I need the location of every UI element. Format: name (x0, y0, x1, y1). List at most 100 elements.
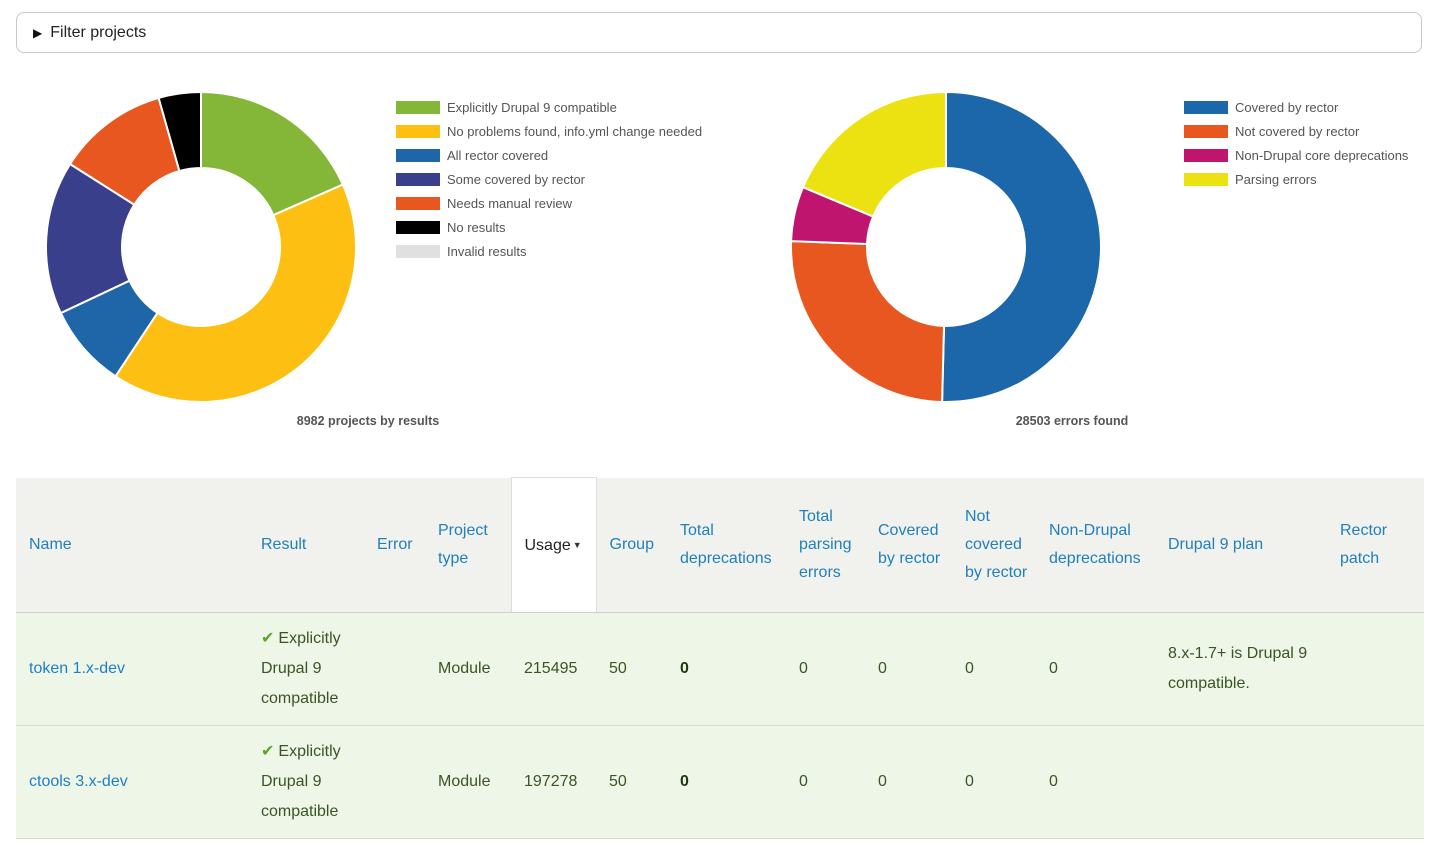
legend-label: Not covered by rector (1235, 123, 1360, 139)
slice-no-problems-found-info-yml-change-needed[interactable] (114, 183, 357, 403)
legend-label: No results (447, 219, 506, 235)
table-row: ctools 3.x-dev ✔ Explicitly Drupal 9 comp… (16, 725, 1424, 839)
legend-swatch (396, 148, 440, 162)
legend-label: No problems found, info.yml change neede… (447, 123, 703, 139)
legend-swatch (1184, 124, 1228, 138)
cell-non-drupal-deprecations: 0 (1036, 725, 1155, 839)
result-text: Explicitly Drupal 9 compatible (261, 743, 341, 820)
col-header-group[interactable]: Group (596, 477, 667, 613)
legend-item-invalid-results[interactable]: Invalid results (396, 239, 702, 263)
cell-rector-patch (1327, 612, 1424, 726)
projects-results-caption: 8982 projects by results (296, 414, 440, 428)
legend-label: Some covered by rector (447, 171, 586, 187)
table-row: token 1.x-dev ✔ Explicitly Drupal 9 compa… (16, 612, 1424, 726)
legend-swatch (396, 196, 440, 210)
cell-name: ctools 3.x-dev (16, 725, 248, 839)
legend-item-not-covered-by-rector[interactable]: Not covered by rector (1184, 119, 1408, 143)
slice-no-results[interactable] (157, 91, 202, 173)
cell-rector-patch (1327, 725, 1424, 839)
sort-desc-icon: ▼ (572, 539, 582, 550)
legend-label: All rector covered (447, 147, 549, 163)
col-header-rector-patch[interactable]: Rector patch (1327, 477, 1424, 613)
cell-group: 50 (596, 725, 667, 839)
slice-some-covered-by-rector[interactable] (45, 162, 136, 315)
cell-usage: 197278 (511, 725, 596, 839)
filter-projects-toggle[interactable]: ▶ Filter projects (16, 12, 1422, 53)
col-header-covered-by-rector[interactable]: Covered by rector (865, 477, 952, 613)
col-header-non-drupal-deprecations[interactable]: Non-Drupal deprecations (1036, 477, 1155, 613)
legend-item-non-drupal-core-deprecations[interactable]: Non-Drupal core deprecations (1184, 143, 1408, 167)
cell-non-drupal-deprecations: 0 (1036, 612, 1155, 726)
projects-table-wrapper: Name Result Error Project type Usage ▼ Gr… (16, 477, 1424, 839)
legend-item-explicitly-drupal-9-compatible[interactable]: Explicitly Drupal 9 compatible (396, 95, 702, 119)
legend-swatch (396, 124, 440, 138)
errors-found-legend: Covered by rector Not covered by rector No… (1184, 95, 1408, 191)
legend-label: Explicitly Drupal 9 compatible (447, 99, 617, 115)
legend-swatch (396, 172, 440, 186)
legend-swatch (1184, 172, 1228, 186)
slice-explicitly-drupal-9-compatible[interactable] (200, 91, 345, 217)
errors-found-caption: 28503 errors found (1015, 414, 1129, 428)
cell-error (364, 612, 425, 726)
cell-total-parsing-errors: 0 (786, 725, 865, 839)
slice-covered-by-rector[interactable] (941, 91, 1102, 403)
legend-item-some-covered-by-rector[interactable]: Some covered by rector (396, 167, 702, 191)
legend-item-no-results[interactable]: No results (396, 215, 702, 239)
legend-swatch (1184, 148, 1228, 162)
col-header-name[interactable]: Name (16, 477, 248, 613)
legend-swatch (396, 244, 440, 258)
result-text: Explicitly Drupal 9 compatible (261, 630, 341, 707)
projects-table: Name Result Error Project type Usage ▼ Gr… (16, 477, 1424, 839)
cell-covered-by-rector: 0 (865, 725, 952, 839)
checkmark-icon: ✔ (261, 743, 275, 760)
projects-results-legend: Explicitly Drupal 9 compatible No problem… (396, 95, 702, 263)
cell-total-deprecations: 0 (667, 725, 786, 839)
cell-not-covered-by-rector: 0 (952, 612, 1036, 726)
legend-label: Non-Drupal core deprecations (1235, 147, 1409, 163)
legend-item-needs-manual-review[interactable]: Needs manual review (396, 191, 702, 215)
col-header-project-type[interactable]: Project type (425, 477, 511, 613)
col-header-drupal9-plan[interactable]: Drupal 9 plan (1155, 477, 1327, 613)
legend-label: Covered by rector (1235, 99, 1339, 115)
errors-found-donut-chart (790, 91, 1102, 403)
projects-results-donut-chart (45, 91, 357, 403)
cell-drupal9-plan (1155, 725, 1327, 839)
col-header-usage-label: Usage (524, 536, 571, 554)
table-header-row: Name Result Error Project type Usage ▼ Gr… (16, 477, 1424, 613)
cell-error (364, 725, 425, 839)
project-link[interactable]: ctools 3.x-dev (29, 773, 128, 790)
project-link[interactable]: token 1.x-dev (29, 660, 126, 677)
legend-swatch (396, 220, 440, 234)
cell-result: ✔ Explicitly Drupal 9 compatible (248, 725, 364, 839)
cell-total-deprecations: 0 (667, 612, 786, 726)
slice-not-covered-by-rector[interactable] (790, 240, 946, 403)
filter-projects-label: Filter projects (50, 23, 147, 41)
legend-label: Needs manual review (447, 195, 573, 211)
col-header-total-deprecations[interactable]: Total deprecations (667, 477, 786, 613)
cell-covered-by-rector: 0 (865, 612, 952, 726)
cell-usage: 215495 (511, 612, 596, 726)
col-header-total-parsing-errors[interactable]: Total parsing errors (786, 477, 865, 613)
legend-label: Invalid results (447, 243, 527, 259)
col-header-error[interactable]: Error (364, 477, 425, 613)
checkmark-icon: ✔ (261, 630, 275, 647)
legend-swatch (396, 100, 440, 114)
expand-triangle-icon: ▶ (33, 25, 43, 40)
legend-label: Parsing errors (1235, 171, 1317, 187)
cell-drupal9-plan: 8.x-1.7+ is Drupal 9 compatible. (1155, 612, 1327, 726)
cell-name: token 1.x-dev (16, 612, 248, 726)
cell-total-parsing-errors: 0 (786, 612, 865, 726)
cell-group: 50 (596, 612, 667, 726)
legend-item-parsing-errors[interactable]: Parsing errors (1184, 167, 1408, 191)
cell-result: ✔ Explicitly Drupal 9 compatible (248, 612, 364, 726)
col-header-not-covered-by-rector[interactable]: Not covered by rector (952, 477, 1036, 613)
legend-item-no-problems-found-info-yml-change-needed[interactable]: No problems found, info.yml change neede… (396, 119, 702, 143)
slice-parsing-errors[interactable] (801, 91, 947, 218)
col-header-result[interactable]: Result (248, 477, 364, 613)
legend-item-covered-by-rector[interactable]: Covered by rector (1184, 95, 1408, 119)
legend-item-all-rector-covered[interactable]: All rector covered (396, 143, 702, 167)
legend-swatch (1184, 100, 1228, 114)
cell-project-type: Module (425, 612, 511, 726)
col-header-usage[interactable]: Usage ▼ (510, 477, 597, 613)
cell-not-covered-by-rector: 0 (952, 725, 1036, 839)
